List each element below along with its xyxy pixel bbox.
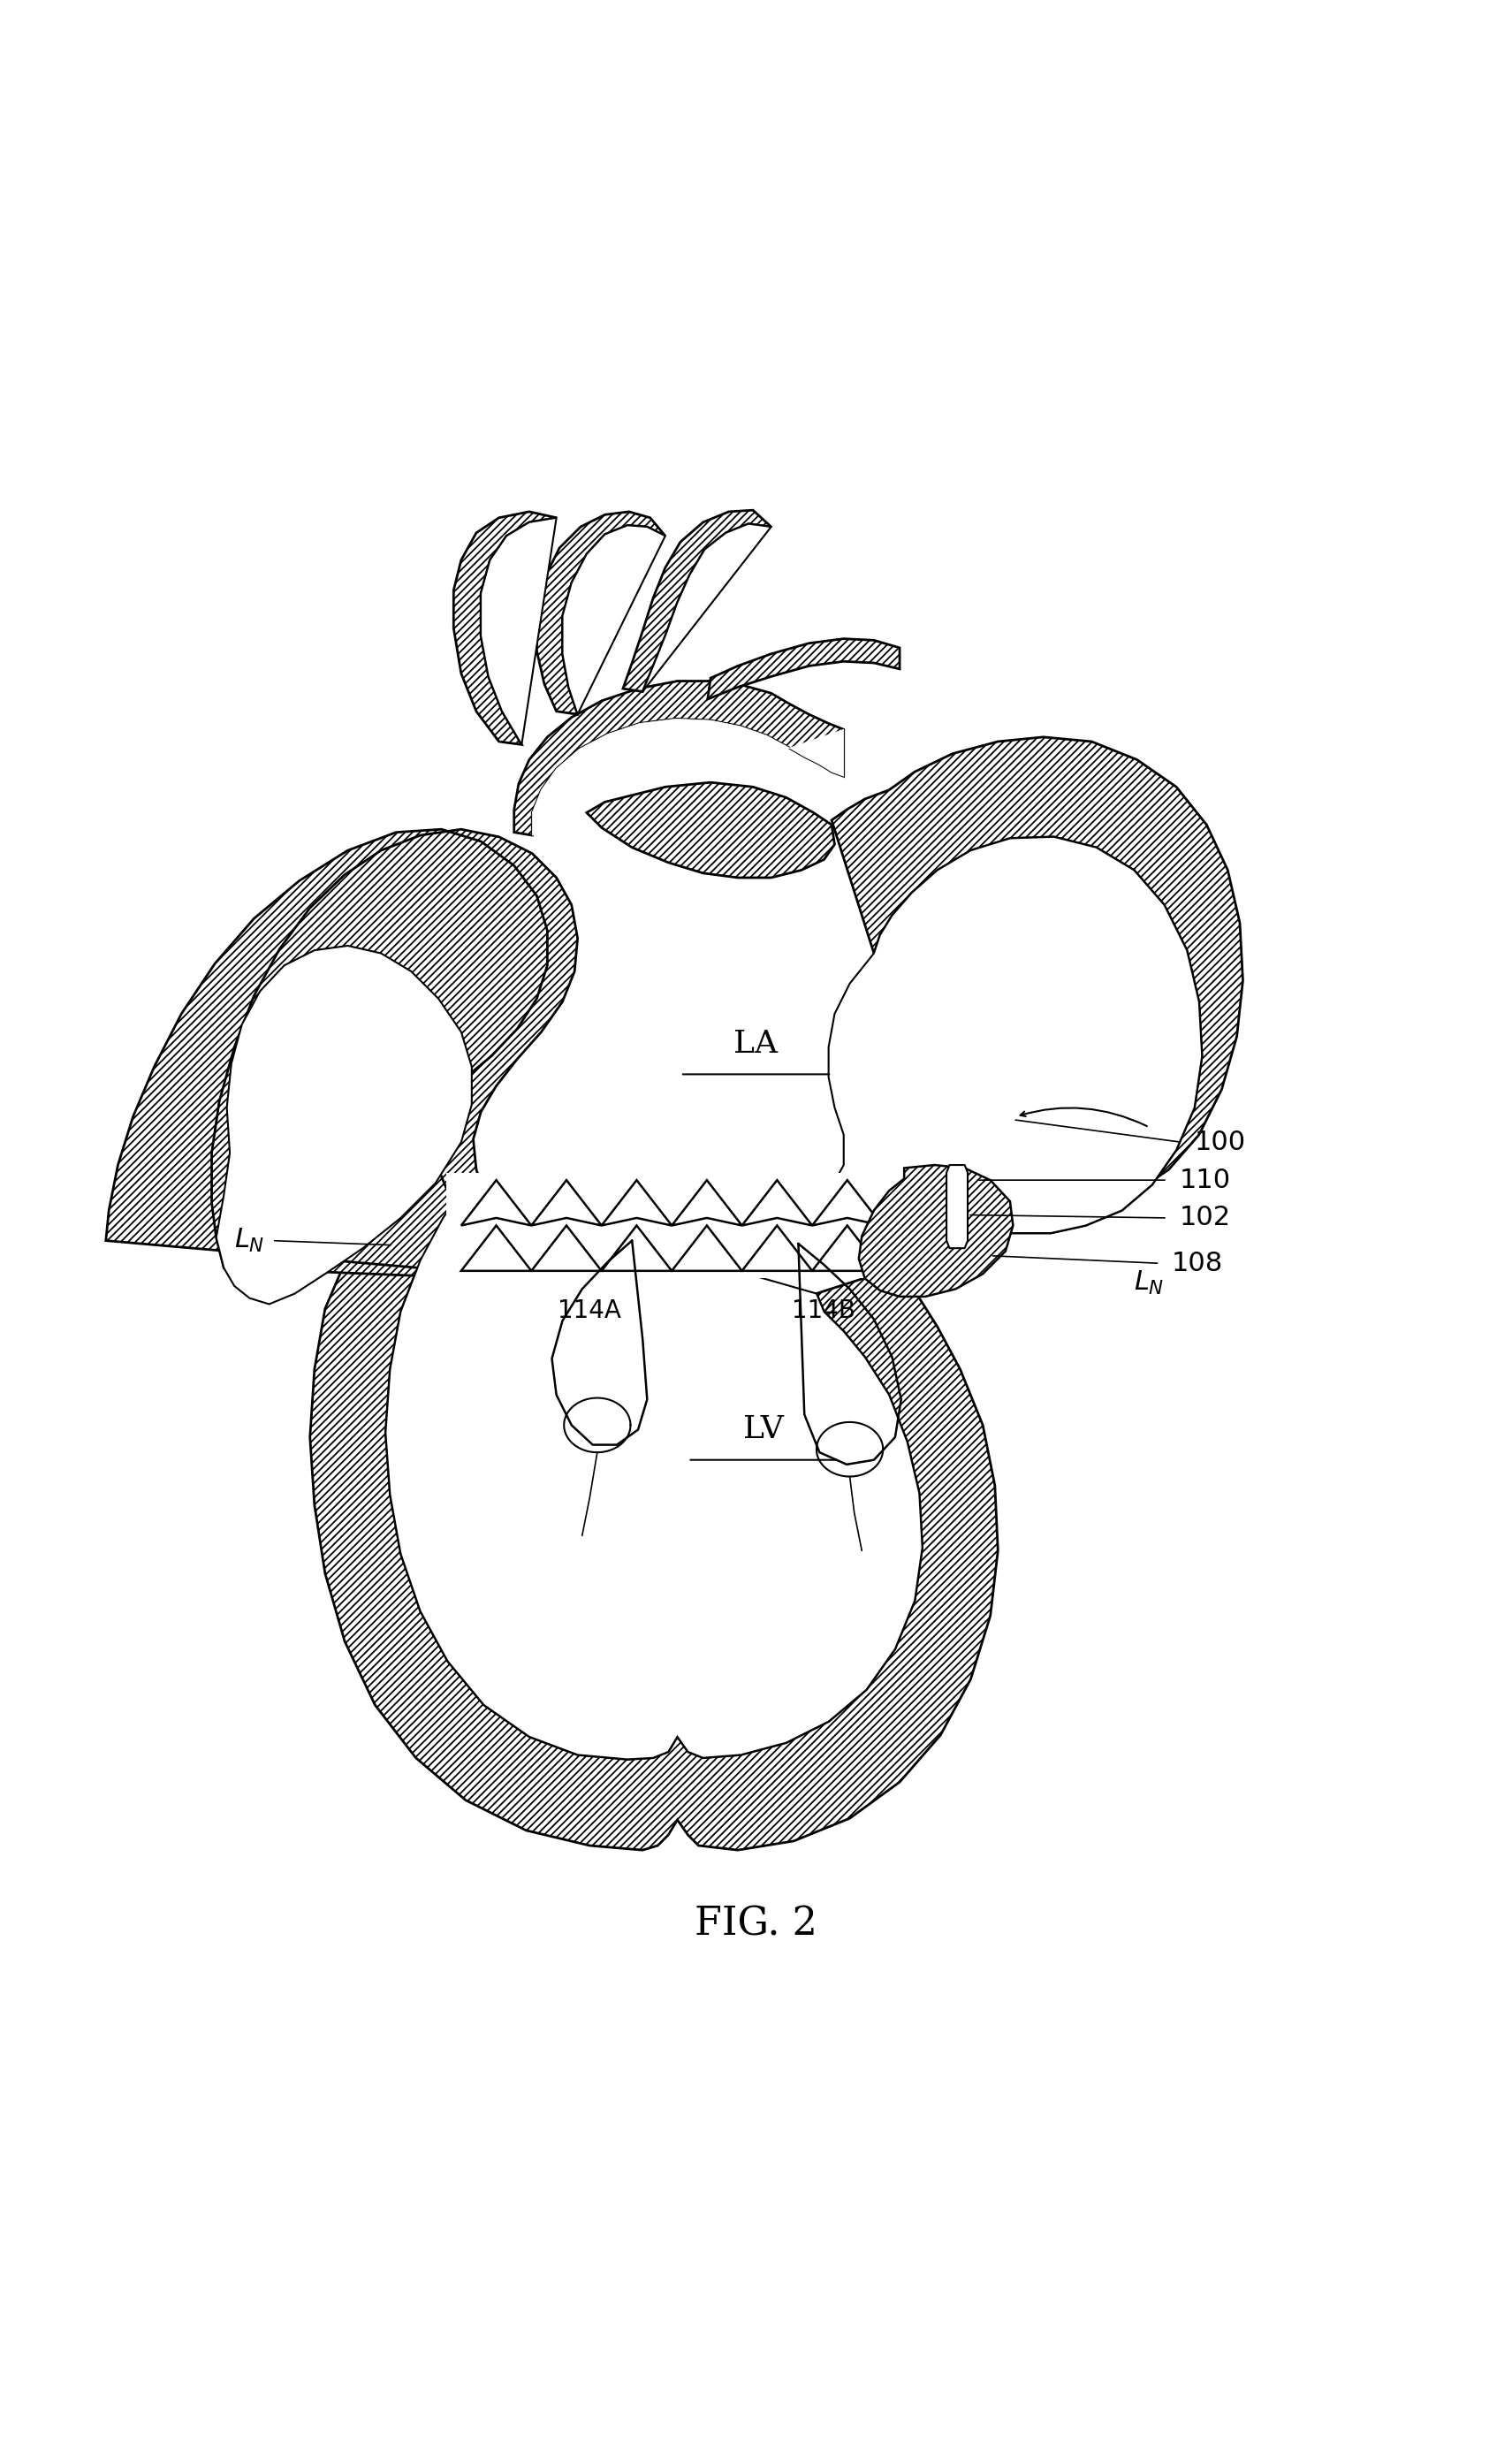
Polygon shape: [454, 512, 556, 745]
Text: FIG. 2: FIG. 2: [694, 1904, 818, 1944]
Polygon shape: [461, 1226, 531, 1272]
Polygon shape: [859, 1164, 1013, 1297]
Text: $L_N$: $L_N$: [234, 1228, 265, 1255]
Text: 110: 110: [1179, 1167, 1231, 1194]
Polygon shape: [883, 1226, 953, 1272]
Polygon shape: [310, 1179, 1051, 1851]
Polygon shape: [216, 946, 472, 1304]
Polygon shape: [671, 1179, 742, 1226]
Polygon shape: [832, 738, 1243, 1260]
Polygon shape: [812, 1226, 883, 1272]
Text: LA: LA: [733, 1029, 779, 1059]
Polygon shape: [602, 1179, 671, 1226]
Polygon shape: [623, 510, 771, 691]
Polygon shape: [742, 1226, 812, 1272]
Polygon shape: [602, 1226, 671, 1272]
Polygon shape: [812, 1179, 883, 1226]
Text: $L_N$: $L_N$: [1134, 1270, 1164, 1297]
Polygon shape: [947, 1164, 968, 1248]
Polygon shape: [562, 525, 665, 713]
Text: 102: 102: [1179, 1206, 1231, 1230]
Polygon shape: [461, 1179, 531, 1226]
Polygon shape: [514, 681, 844, 836]
Polygon shape: [537, 512, 665, 713]
Text: 100: 100: [1194, 1130, 1246, 1154]
Polygon shape: [801, 836, 1202, 1260]
Polygon shape: [883, 1179, 953, 1226]
Text: 108: 108: [1172, 1250, 1223, 1277]
Polygon shape: [587, 782, 835, 877]
Polygon shape: [708, 640, 900, 699]
Polygon shape: [481, 517, 556, 745]
Text: LV: LV: [744, 1414, 783, 1444]
Polygon shape: [386, 1191, 922, 1760]
Polygon shape: [643, 525, 771, 691]
Polygon shape: [446, 1172, 968, 1279]
Polygon shape: [532, 718, 844, 836]
Polygon shape: [531, 1179, 602, 1226]
Polygon shape: [106, 828, 593, 1282]
Polygon shape: [742, 1179, 812, 1226]
Text: 114B: 114B: [792, 1299, 856, 1324]
Polygon shape: [671, 1226, 742, 1272]
Polygon shape: [531, 1226, 602, 1272]
Text: 114A: 114A: [558, 1299, 621, 1324]
